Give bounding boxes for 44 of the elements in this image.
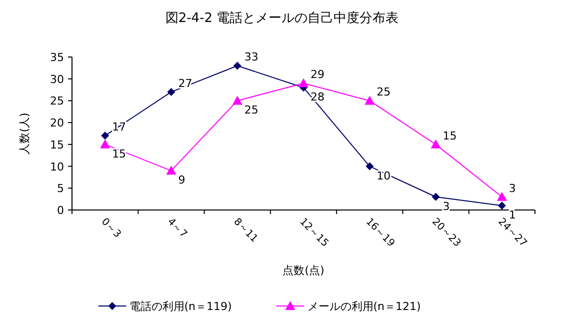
- y-tick-label: 20: [50, 116, 64, 130]
- y-axis-title: 人数(人): [18, 112, 31, 154]
- data-label: 25: [244, 104, 258, 117]
- legend-label: メールの利用(n＝121): [307, 300, 421, 313]
- point: [498, 202, 506, 210]
- y-tick-label: 0: [57, 204, 64, 217]
- x-tick-label: 16～19: [364, 216, 396, 250]
- data-label: 28: [310, 90, 324, 104]
- point: [166, 166, 176, 175]
- point: [298, 78, 308, 88]
- point: [430, 139, 441, 148]
- point: [366, 162, 374, 170]
- point: [432, 192, 440, 201]
- chart-title: 図2-4-2 電話とメールの自己中度分布表: [165, 10, 399, 26]
- legend-label: 電話の利用(n＝119): [129, 300, 232, 313]
- x-tick-label: 12～15: [297, 216, 330, 250]
- point: [101, 132, 110, 140]
- point: [100, 139, 110, 148]
- data-label: 29: [310, 68, 324, 82]
- data-label: 15: [112, 147, 126, 160]
- x-tick-label: 20～23: [430, 216, 463, 250]
- y-tick-label: 30: [50, 72, 64, 86]
- data-label: 9: [178, 174, 186, 187]
- x-tick-label: 0～3: [98, 216, 123, 240]
- y-tick-label: 5: [57, 182, 64, 196]
- data-label: 3: [508, 182, 516, 195]
- data-label: 15: [442, 129, 457, 142]
- point: [364, 96, 375, 105]
- y-tick-label: 15: [50, 138, 64, 152]
- x-tick-label: 8～11: [231, 216, 260, 245]
- y-tick-label: 25: [50, 94, 64, 108]
- y-tick-label: 10: [50, 160, 64, 174]
- point: [167, 88, 176, 96]
- point: [496, 192, 507, 201]
- x-tick-label: 4～7: [165, 216, 189, 240]
- data-label: 25: [376, 86, 391, 99]
- y-tick-label: 35: [50, 51, 64, 64]
- data-label: 1: [508, 208, 516, 222]
- data-label: 33: [244, 50, 258, 64]
- data-label: 27: [178, 76, 192, 90]
- point: [232, 96, 242, 105]
- point: [233, 62, 242, 70]
- x-axis-title: 点数(点): [282, 264, 324, 277]
- data-label: 10: [376, 169, 391, 182]
